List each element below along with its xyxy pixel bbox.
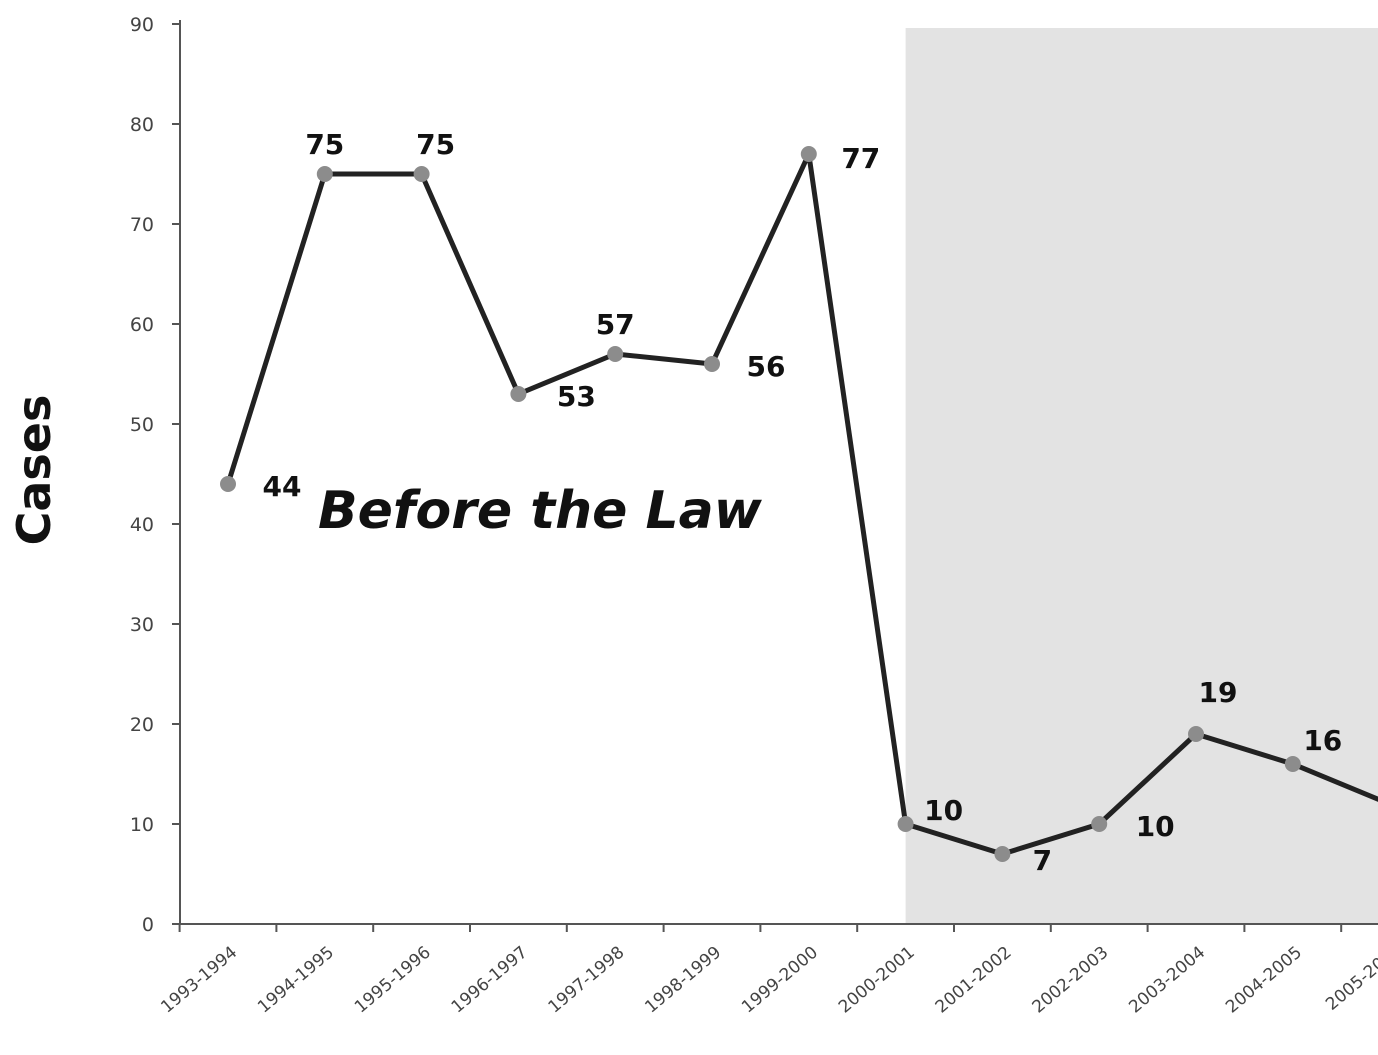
y-tick-label: 50 <box>130 414 154 436</box>
data-point-marker <box>897 816 914 832</box>
data-point-marker <box>607 346 624 362</box>
after-law-shaded-region <box>905 28 1378 924</box>
data-point-marker <box>994 846 1011 862</box>
data-label: 7 <box>1033 844 1052 877</box>
data-label: 10 <box>924 794 963 827</box>
y-tick-label: 80 <box>130 114 154 136</box>
x-tick-label: 1993-1994 <box>157 943 241 1018</box>
data-point-marker <box>704 356 720 372</box>
x-tick-label: 2005-200( <box>1322 943 1378 1015</box>
data-label: 10 <box>1136 810 1175 843</box>
data-label: 19 <box>1199 676 1238 709</box>
x-tick-label: 1997-1998 <box>545 943 629 1018</box>
y-tick-label: 70 <box>130 214 154 236</box>
data-point-marker <box>800 146 817 162</box>
y-tick-label: 30 <box>130 614 154 636</box>
y-axis-label: Cases <box>7 394 61 546</box>
y-tick-label: 10 <box>130 814 154 836</box>
data-label: 44 <box>263 470 302 503</box>
data-label: 56 <box>747 350 786 383</box>
data-label: 75 <box>305 128 344 161</box>
x-tick-label: 1994-1995 <box>254 943 338 1018</box>
y-tick-label: 40 <box>130 514 154 536</box>
y-axis-label-container: Cases <box>4 370 64 570</box>
y-tick-label: 90 <box>130 14 154 36</box>
before-the-law-annotation: Before the Law <box>318 481 763 541</box>
data-label: 77 <box>841 142 880 175</box>
data-label: 75 <box>416 128 455 161</box>
data-label: 53 <box>557 380 596 413</box>
x-tick-label: 1995-1996 <box>351 943 435 1018</box>
x-tick-label: 1998-1999 <box>641 943 725 1018</box>
x-tick-label: 2003-2004 <box>1125 943 1209 1018</box>
data-point-marker <box>1188 726 1204 742</box>
x-tick-label: 2000-2001 <box>835 943 919 1018</box>
x-tick-label: 1996-1997 <box>448 943 532 1018</box>
data-point-marker <box>1091 816 1108 832</box>
data-label: 57 <box>596 308 635 341</box>
data-label: 16 <box>1303 724 1342 757</box>
data-point-marker <box>316 166 333 182</box>
x-tick-label: 2001-2002 <box>932 943 1016 1018</box>
data-point-marker <box>413 166 430 182</box>
x-tick-label: 1999-2000 <box>738 943 822 1018</box>
x-tick-label: 2002-2003 <box>1029 943 1113 1018</box>
data-point-marker <box>510 386 527 402</box>
data-point-marker <box>220 476 236 492</box>
y-tick-label: 0 <box>142 914 154 936</box>
y-tick-label: 60 <box>130 314 154 336</box>
x-tick-label: 2004-2005 <box>1222 943 1306 1018</box>
y-tick-label: 20 <box>130 714 154 736</box>
data-point-marker <box>1284 756 1301 772</box>
